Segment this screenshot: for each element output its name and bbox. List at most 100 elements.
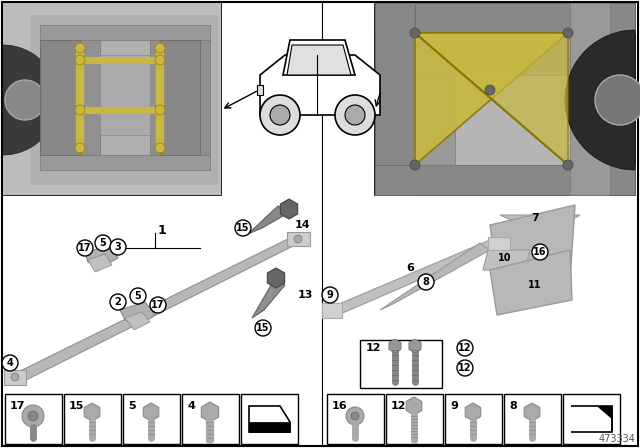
Circle shape	[485, 85, 495, 95]
Text: 17: 17	[10, 401, 26, 411]
Circle shape	[563, 160, 573, 170]
Bar	[249, 422, 290, 432]
Text: 16: 16	[332, 401, 348, 411]
Polygon shape	[30, 438, 36, 442]
Text: 15: 15	[256, 323, 269, 333]
Text: 12: 12	[366, 343, 381, 353]
Circle shape	[95, 235, 111, 251]
Circle shape	[235, 220, 251, 236]
Text: 12: 12	[458, 363, 472, 373]
Text: 2: 2	[115, 297, 122, 307]
Text: 13: 13	[298, 290, 314, 300]
Text: 17: 17	[151, 300, 164, 310]
Text: 11: 11	[528, 280, 541, 290]
Bar	[563, 394, 620, 444]
Circle shape	[22, 405, 44, 427]
Polygon shape	[415, 33, 568, 165]
Polygon shape	[40, 40, 80, 155]
Bar	[504, 394, 561, 444]
Circle shape	[150, 297, 166, 313]
Bar	[257, 85, 263, 95]
Circle shape	[75, 55, 85, 65]
Circle shape	[457, 360, 473, 376]
Circle shape	[5, 80, 45, 120]
Bar	[40, 155, 210, 170]
Text: 3: 3	[115, 242, 122, 252]
Circle shape	[110, 239, 126, 255]
Circle shape	[345, 105, 365, 125]
Text: 6: 6	[406, 263, 414, 273]
Polygon shape	[490, 205, 575, 295]
Circle shape	[155, 55, 165, 65]
Text: 16: 16	[533, 247, 547, 257]
Bar	[241, 394, 298, 444]
Circle shape	[155, 143, 165, 153]
Circle shape	[294, 235, 302, 243]
Circle shape	[11, 373, 19, 381]
Bar	[360, 340, 442, 388]
Polygon shape	[570, 3, 610, 195]
Text: 8: 8	[509, 401, 516, 411]
Polygon shape	[598, 406, 612, 418]
Circle shape	[130, 288, 146, 304]
Polygon shape	[283, 40, 355, 75]
Bar	[375, 3, 415, 195]
Bar	[40, 25, 210, 40]
Bar	[386, 394, 443, 444]
Polygon shape	[490, 250, 572, 315]
Bar	[5, 394, 62, 444]
Circle shape	[335, 95, 375, 135]
Text: 5: 5	[134, 291, 141, 301]
Bar	[40, 40, 100, 155]
Circle shape	[75, 143, 85, 153]
Polygon shape	[252, 280, 285, 318]
Bar	[64, 394, 121, 444]
Text: 12: 12	[391, 401, 406, 411]
Circle shape	[595, 75, 640, 125]
Circle shape	[322, 287, 338, 303]
Bar	[3, 3, 221, 195]
Text: 9: 9	[450, 401, 458, 411]
Polygon shape	[8, 235, 305, 382]
Circle shape	[75, 43, 85, 53]
Circle shape	[532, 244, 548, 260]
Polygon shape	[85, 245, 118, 268]
Polygon shape	[248, 206, 290, 234]
Polygon shape	[415, 33, 568, 165]
Circle shape	[270, 105, 290, 125]
Polygon shape	[120, 302, 155, 325]
Circle shape	[255, 320, 271, 336]
Circle shape	[28, 411, 38, 421]
Bar	[375, 3, 635, 195]
Text: 7: 7	[531, 213, 539, 223]
Circle shape	[563, 28, 573, 38]
Bar	[375, 165, 635, 195]
Polygon shape	[500, 215, 580, 235]
Polygon shape	[287, 45, 351, 75]
Text: 8: 8	[422, 277, 429, 287]
Circle shape	[410, 28, 420, 38]
Bar	[445, 394, 502, 444]
Circle shape	[110, 294, 126, 310]
Circle shape	[410, 160, 420, 170]
Circle shape	[346, 407, 364, 425]
Text: 17: 17	[78, 243, 92, 253]
Polygon shape	[30, 15, 218, 185]
Circle shape	[2, 355, 18, 371]
Wedge shape	[3, 45, 58, 155]
Text: 15: 15	[69, 401, 84, 411]
Text: 473334: 473334	[598, 434, 635, 444]
Wedge shape	[565, 30, 635, 170]
Polygon shape	[497, 212, 572, 300]
Polygon shape	[380, 243, 490, 310]
Circle shape	[260, 95, 300, 135]
Text: 4: 4	[6, 358, 13, 368]
Text: 1: 1	[157, 224, 166, 237]
Circle shape	[75, 105, 85, 115]
Polygon shape	[88, 254, 112, 272]
Circle shape	[418, 274, 434, 290]
Polygon shape	[322, 303, 342, 318]
Polygon shape	[415, 75, 455, 165]
Circle shape	[77, 240, 93, 256]
Polygon shape	[287, 232, 310, 246]
